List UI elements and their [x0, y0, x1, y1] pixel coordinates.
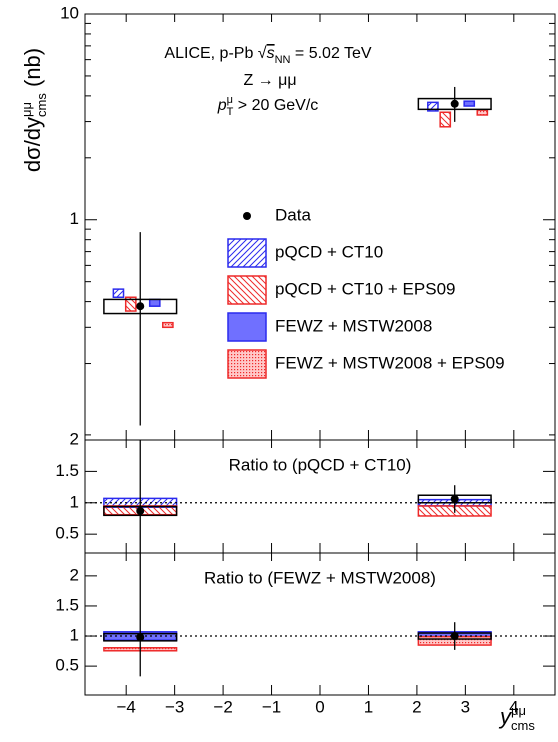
- y-tick-label: 1: [70, 626, 79, 645]
- y-tick-label: 0.5: [55, 656, 79, 675]
- annotation-part: s: [267, 45, 275, 62]
- x-tick-label: 0: [315, 697, 324, 716]
- annotation-part: ALICE, p-Pb: [164, 45, 257, 62]
- y-tick-label: 1.5: [55, 461, 79, 480]
- annotation-part: p: [217, 97, 227, 114]
- x-tick-label: −1: [262, 697, 281, 716]
- y-label-main: dσ/dy: [20, 117, 45, 172]
- x-axis-label: yμμ cms: [498, 703, 535, 733]
- plot-area: [85, 553, 555, 677]
- theory-box: [476, 109, 489, 116]
- legend-swatch: [227, 238, 267, 268]
- y-tick-label: 0.5: [55, 524, 79, 543]
- x-tick-label: 3: [461, 697, 470, 716]
- y-tick-label: 1: [70, 492, 79, 511]
- annotation-part: NN: [275, 54, 291, 66]
- data-point: [136, 302, 145, 311]
- data-point: [136, 506, 145, 515]
- theory-box: [124, 296, 137, 312]
- x-tick-label: 1: [364, 697, 373, 716]
- legend-swatch: [227, 275, 267, 305]
- y-tick-label: 10: [60, 3, 79, 22]
- annotation-part: Z → μμ: [243, 72, 296, 89]
- y-tick-label: 2: [70, 429, 79, 448]
- theory-box: [439, 111, 452, 128]
- y-axis-label: dσ/dyμμcms (nb): [19, 48, 49, 172]
- annotation: pμ T > 20 GeV/c: [217, 94, 319, 118]
- frame: [84, 13, 556, 441]
- x-label-sup: μμ: [511, 703, 526, 718]
- x-label-main: y: [498, 704, 513, 729]
- legend-swatch: [227, 349, 267, 379]
- x-label-sub: cms: [511, 718, 535, 733]
- annotation: Z → μμ: [243, 72, 296, 89]
- theory-box: [112, 288, 125, 299]
- x-tick-label: −2: [213, 697, 232, 716]
- y-label-unit: (nb): [20, 48, 45, 93]
- y-tick-label: 1: [70, 209, 79, 228]
- data-point: [450, 99, 459, 108]
- x-tick-label: 4: [509, 697, 518, 716]
- x-tick-label: −3: [165, 697, 184, 716]
- x-tick-label: 2: [412, 697, 421, 716]
- legend-marker: [243, 212, 251, 220]
- legend-swatch: [227, 312, 267, 342]
- data-point: [136, 633, 145, 642]
- ratio-label: Ratio to (FEWZ + MSTW2008): [204, 568, 436, 587]
- data-point: [450, 632, 459, 641]
- annotation-part: > 20 GeV/c: [233, 97, 318, 114]
- x-tick-label: −4: [116, 697, 135, 716]
- y-label-sup: μμ: [19, 102, 34, 117]
- ratio-label: Ratio to (pQCD + CT10): [229, 455, 412, 474]
- theory-box: [162, 321, 174, 329]
- y-tick-label: 2: [70, 565, 79, 584]
- annotation-part: μ: [227, 94, 233, 106]
- annotation: ALICE, p-Pb √sNN = 5.02 TeV: [164, 45, 371, 66]
- theory-box: [427, 101, 439, 112]
- y-tick-label: 1.5: [55, 595, 79, 614]
- y-label-sub: cms: [34, 93, 49, 117]
- annotation-part: √: [258, 45, 267, 62]
- annotation-part: = 5.02 TeV: [290, 45, 371, 62]
- legend-label: FEWZ + MSTW2008: [275, 316, 432, 335]
- plot-area: [85, 440, 555, 553]
- legend-label: FEWZ + MSTW2008 + EPS09: [275, 353, 505, 372]
- annotation-part: T: [227, 106, 234, 118]
- theory-box: [148, 298, 161, 307]
- theory-box: [463, 100, 476, 107]
- legend-label: pQCD + CT10 + EPS09: [275, 279, 455, 298]
- data-point: [450, 495, 459, 504]
- legend-label: pQCD + CT10: [275, 242, 383, 261]
- plot-area: [103, 86, 492, 426]
- legend-label: Data: [275, 205, 311, 224]
